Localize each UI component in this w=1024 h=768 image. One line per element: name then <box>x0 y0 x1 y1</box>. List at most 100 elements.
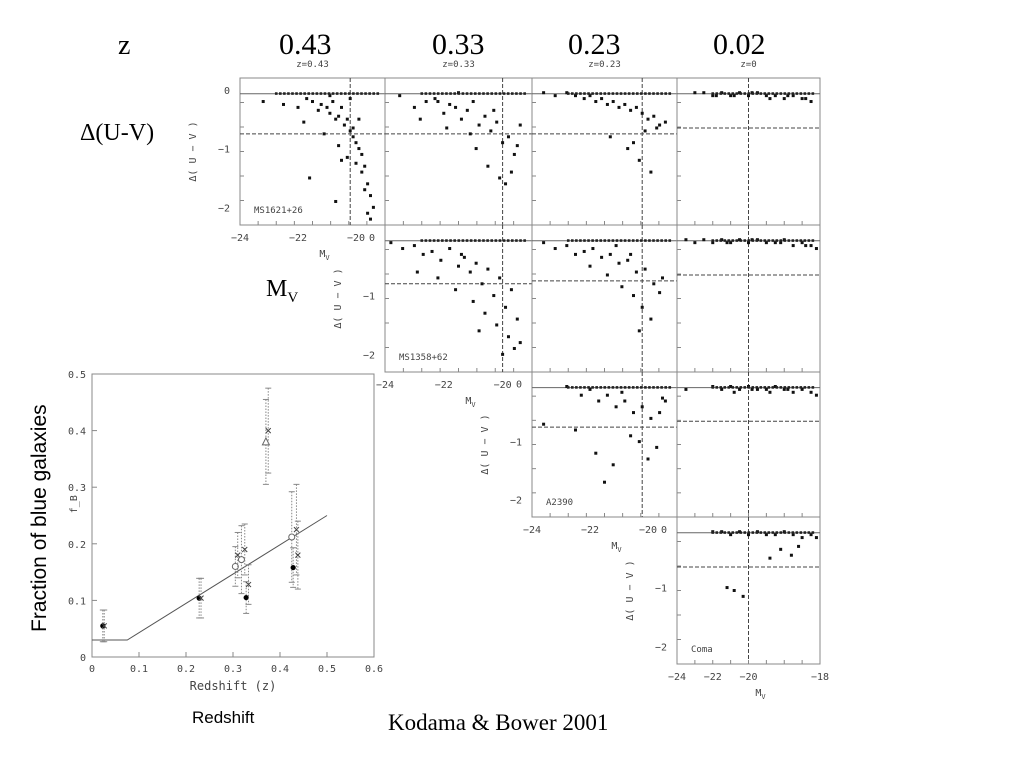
fb-y-tick-label: 0.2 <box>68 540 86 551</box>
y-tick-label: 0 <box>661 525 667 536</box>
red-sequence-point <box>767 386 771 389</box>
galaxy-point <box>725 586 729 590</box>
fb-x-tick-label: 0 <box>89 664 95 675</box>
red-sequence-point <box>711 239 715 242</box>
galaxy-point <box>714 94 718 98</box>
red-sequence-point <box>523 239 526 242</box>
red-sequence-point <box>791 239 795 242</box>
red-sequence-point <box>352 92 355 95</box>
fb-point-open-triangle <box>261 436 271 446</box>
galaxy-point <box>311 100 314 104</box>
galaxy-point <box>351 135 355 139</box>
red-sequence-point <box>615 239 619 242</box>
red-sequence-point <box>587 239 590 242</box>
galaxy-point <box>471 299 475 303</box>
red-sequence-point <box>727 531 731 534</box>
red-sequence-point <box>771 386 775 389</box>
red-sequence-point <box>656 92 659 95</box>
galaxy-point <box>608 135 612 139</box>
red-sequence-point <box>715 239 719 242</box>
galaxy-point <box>614 244 618 248</box>
cluster-panel-6 <box>676 224 821 373</box>
galaxy-point <box>468 270 472 274</box>
galaxy-point <box>600 255 604 259</box>
galaxy-point <box>305 97 309 101</box>
galaxy-point <box>732 589 736 592</box>
galaxy-point <box>331 100 335 104</box>
galaxy-point <box>611 463 615 467</box>
galaxy-point <box>809 100 813 104</box>
galaxy-point <box>436 100 440 104</box>
red-sequence-point <box>807 386 811 389</box>
red-sequence-point <box>587 92 590 95</box>
y-tick-label: −1 <box>218 145 230 156</box>
galaxy-point <box>747 94 750 98</box>
galaxy-point <box>729 94 733 98</box>
galaxy-point <box>809 244 813 248</box>
red-sequence-point <box>779 386 783 389</box>
panel-xlabel: MV <box>611 541 622 554</box>
red-sequence-point <box>502 239 506 242</box>
galaxy-point <box>412 105 416 109</box>
y-tick-label: −2 <box>218 203 230 214</box>
red-sequence-point <box>779 531 783 534</box>
galaxy-point <box>340 158 343 162</box>
red-sequence-point <box>656 239 659 242</box>
galaxy-point <box>334 117 338 121</box>
galaxy-point <box>412 244 416 248</box>
red-sequence-point <box>583 239 586 242</box>
red-sequence-point <box>787 92 791 95</box>
red-sequence-point <box>731 531 735 534</box>
red-sequence-point <box>579 92 582 95</box>
galaxy-point <box>448 247 452 251</box>
red-sequence-point <box>331 92 335 95</box>
galaxy-point <box>477 329 481 333</box>
red-sequence-point <box>767 531 771 534</box>
red-sequence-point <box>727 386 731 389</box>
panel-ylabel: Δ( U − V ) <box>333 268 344 328</box>
red-sequence-point <box>436 239 440 242</box>
red-sequence-point <box>498 92 502 95</box>
red-sequence-point <box>420 239 424 242</box>
red-sequence-point <box>731 92 735 95</box>
red-sequence-point <box>799 239 803 242</box>
red-sequence-point <box>719 386 723 389</box>
red-sequence-point <box>482 92 485 95</box>
red-sequence-point <box>660 239 663 242</box>
galaxy-point <box>509 288 513 292</box>
red-sequence-point <box>739 239 743 242</box>
galaxy-point <box>518 341 522 345</box>
red-sequence-point <box>723 239 727 242</box>
galaxy-point <box>495 120 499 124</box>
cluster-panel-7: A2390 0 −1 −2 Δ( U − V ) −24 −22 −20 MV <box>480 371 678 554</box>
galaxy-point <box>401 247 405 251</box>
fb-point-open-circle <box>237 556 245 564</box>
galaxy-point <box>480 282 484 286</box>
galaxy-point <box>261 100 265 104</box>
y-tick-label: −2 <box>363 350 375 361</box>
red-sequence-point <box>711 386 715 389</box>
galaxy-point <box>649 317 653 321</box>
red-sequence-point <box>771 531 775 534</box>
galaxy-point <box>791 244 795 248</box>
galaxy-point <box>357 117 361 121</box>
red-sequence-point <box>747 531 751 534</box>
red-sequence-point <box>811 92 815 95</box>
galaxy-point <box>800 387 804 391</box>
red-sequence-point <box>623 386 627 389</box>
galaxy-point <box>629 434 633 438</box>
galaxy-point <box>588 387 592 391</box>
red-sequence-point <box>372 92 375 95</box>
red-sequence-point <box>469 239 473 242</box>
panel-ylabel: Δ( U − V ) <box>480 414 491 474</box>
galaxy-point <box>345 117 349 121</box>
galaxy-point <box>565 244 569 248</box>
red-sequence-point <box>274 92 278 95</box>
red-sequence-point <box>449 92 452 95</box>
red-sequence-point <box>735 92 739 95</box>
galaxy-point <box>354 161 358 165</box>
red-sequence-point <box>771 92 775 95</box>
galaxy-point <box>579 393 583 397</box>
galaxy-point <box>649 416 653 420</box>
panel-xlabel: MV <box>319 249 330 262</box>
